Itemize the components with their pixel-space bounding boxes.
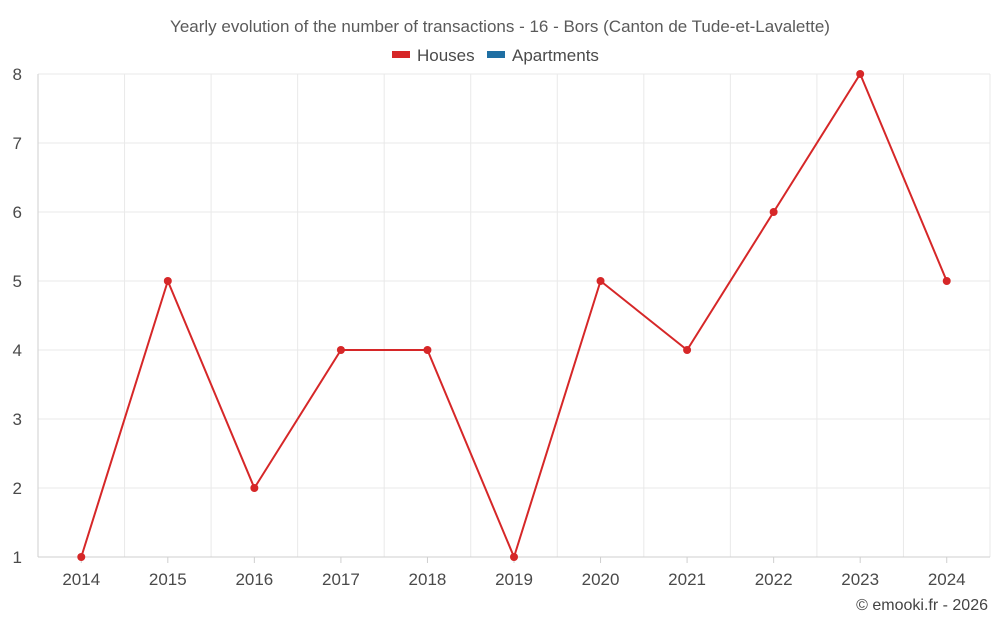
credit-text: © emooki.fr - 2026 (856, 597, 988, 614)
y-axis-ticks: 1 2 3 4 5 6 7 8 (13, 65, 22, 567)
grid (38, 73, 991, 557)
legend: Houses Apartments (392, 46, 599, 65)
x-tick-label: 2017 (322, 570, 360, 589)
x-tick-label: 2023 (841, 570, 879, 589)
x-tick-label: 2024 (928, 570, 966, 589)
y-tick-label: 7 (13, 134, 22, 153)
x-tick-label: 2019 (495, 570, 533, 589)
data-point-houses[interactable] (510, 553, 518, 561)
y-tick-label: 3 (13, 410, 22, 429)
x-tick-label: 2016 (235, 570, 273, 589)
legend-swatch-apartments (487, 51, 505, 58)
y-tick-label: 1 (13, 548, 22, 567)
data-point-houses[interactable] (250, 484, 259, 492)
legend-swatch-houses (392, 51, 410, 58)
data-point-houses[interactable] (163, 277, 172, 285)
data-point-houses[interactable] (942, 277, 951, 285)
series (77, 70, 951, 561)
data-point-houses[interactable] (856, 70, 865, 78)
y-tick-label: 6 (13, 203, 22, 222)
data-point-houses[interactable] (423, 346, 432, 354)
data-point-houses[interactable] (683, 346, 692, 354)
y-tick-label: 5 (13, 272, 22, 291)
data-point-houses[interactable] (77, 553, 86, 561)
x-tick-label: 2014 (62, 570, 100, 589)
x-tick-label: 2021 (668, 570, 706, 589)
axes (37, 74, 990, 558)
legend-label-apartments: Apartments (512, 46, 599, 65)
y-tick-label: 2 (13, 479, 22, 498)
x-tick-label: 2022 (755, 570, 793, 589)
y-tick-label: 8 (13, 65, 22, 84)
x-tick-label: 2015 (149, 570, 187, 589)
x-tick-label: 2020 (582, 570, 620, 589)
y-tick-label: 4 (13, 341, 22, 360)
data-point-houses[interactable] (596, 277, 605, 285)
data-point-houses[interactable] (336, 346, 345, 354)
legend-item-apartments[interactable]: Apartments (487, 46, 599, 65)
legend-label-houses: Houses (417, 46, 475, 65)
data-point-houses[interactable] (769, 208, 778, 216)
x-axis-ticks: 2014 2015 2016 2017 2018 2019 2020 2021 2022 2023… (62, 557, 966, 589)
legend-item-houses[interactable]: Houses (392, 46, 475, 65)
chart-title: Yearly evolution of the number of transa… (170, 17, 830, 36)
x-tick-label: 2018 (409, 570, 447, 589)
